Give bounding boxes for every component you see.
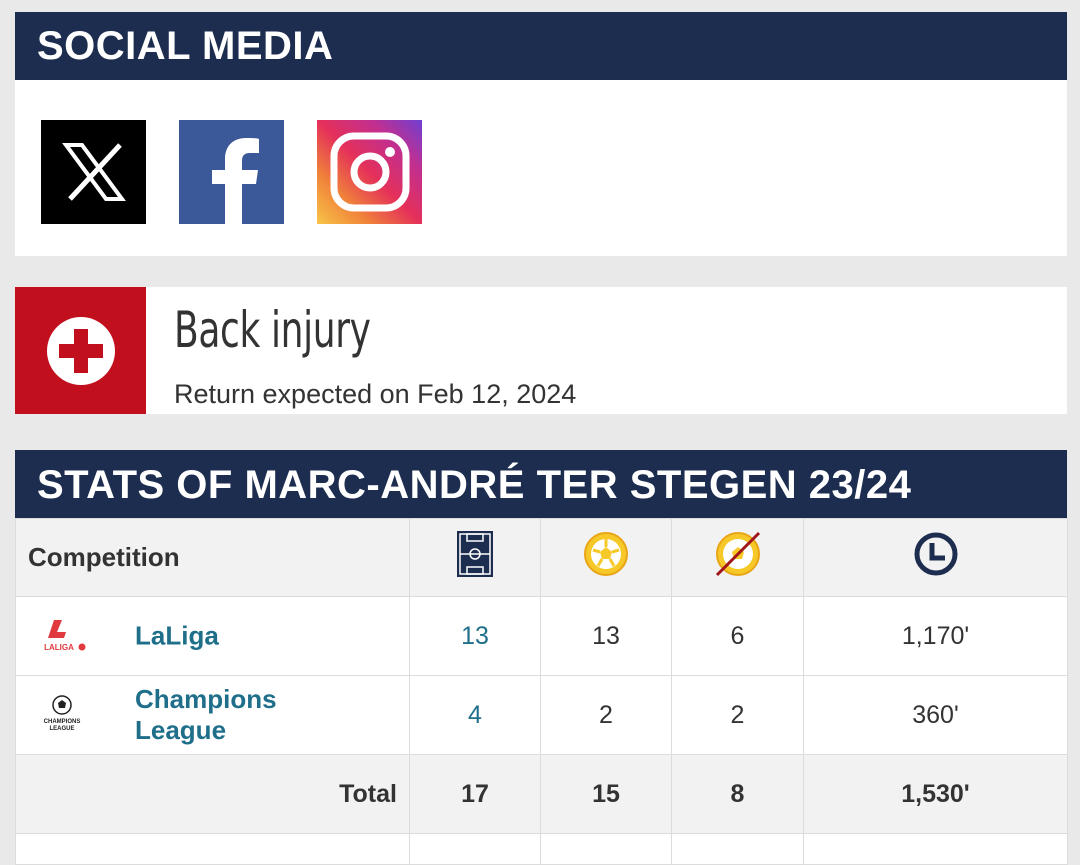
stats-header-row: Competition bbox=[15, 518, 1068, 597]
competition-cell: LALIGA LaLiga bbox=[15, 596, 410, 676]
clean-sheets-value: 2 bbox=[671, 675, 804, 755]
stats-box: STATS OF MARC-ANDRÉ TER STEGEN 23/24 Com… bbox=[15, 450, 1068, 865]
facebook-icon[interactable] bbox=[179, 120, 284, 224]
appearances-value[interactable]: 4 bbox=[409, 675, 541, 755]
competition-header: Competition bbox=[15, 518, 410, 597]
total-label: Total bbox=[15, 754, 410, 834]
total-clean-sheets: 8 bbox=[671, 754, 804, 834]
table-tail-row bbox=[15, 833, 1068, 865]
goals-conceded-value: 13 bbox=[540, 596, 672, 676]
minutes-value: 360' bbox=[803, 675, 1068, 755]
injury-box: Back injury Return expected on Feb 12, 2… bbox=[15, 287, 1067, 414]
x-icon[interactable] bbox=[41, 120, 146, 224]
appearances-header bbox=[409, 518, 541, 597]
laliga-logo-text: LALIGA bbox=[44, 643, 74, 652]
clock-icon bbox=[914, 532, 957, 576]
minutes-value: 1,170' bbox=[803, 596, 1068, 676]
stats-title: STATS OF MARC-ANDRÉ TER STEGEN 23/24 bbox=[15, 450, 1067, 518]
social-media-box: SOCIAL MEDIA bbox=[15, 12, 1067, 256]
social-media-title: SOCIAL MEDIA bbox=[15, 12, 1067, 80]
goals-conceded-header bbox=[540, 518, 672, 597]
minutes-header bbox=[803, 518, 1068, 597]
svg-text:LEAGUE: LEAGUE bbox=[49, 726, 74, 732]
stats-total-row: Total 17 15 8 1,530' bbox=[15, 754, 1068, 834]
stats-row-champions-league[interactable]: CHAMPIONS LEAGUE Champions League 4 2 2 … bbox=[15, 675, 1068, 755]
clean-sheets-value: 6 bbox=[671, 596, 804, 676]
competition-link-champions-league[interactable]: Champions League bbox=[135, 684, 277, 745]
social-icons bbox=[41, 120, 422, 224]
injury-return-date: Return expected on Feb 12, 2024 bbox=[174, 379, 577, 409]
svg-text:CHAMPIONS: CHAMPIONS bbox=[44, 719, 81, 725]
total-minutes: 1,530' bbox=[803, 754, 1068, 834]
total-appearances: 17 bbox=[409, 754, 541, 834]
medical-cross-icon bbox=[46, 316, 115, 385]
goals-conceded-value: 2 bbox=[540, 675, 672, 755]
competition-cell: CHAMPIONS LEAGUE Champions League bbox=[15, 675, 410, 755]
pitch-icon bbox=[457, 531, 493, 577]
competition-link-laliga[interactable]: LaLiga bbox=[135, 620, 219, 651]
clean-sheets-header bbox=[671, 518, 804, 597]
stats-table: Competition bbox=[15, 518, 1068, 865]
instagram-icon[interactable] bbox=[317, 120, 422, 224]
stats-row-laliga[interactable]: LALIGA LaLiga 13 13 6 1,170' bbox=[15, 596, 1068, 676]
appearances-value[interactable]: 13 bbox=[409, 596, 541, 676]
ball-icon bbox=[584, 532, 628, 576]
injury-icon-box bbox=[15, 287, 146, 414]
clean-sheet-icon bbox=[715, 531, 760, 577]
total-goals-conceded: 15 bbox=[540, 754, 672, 834]
injury-title: Back injury bbox=[174, 301, 371, 359]
laliga-logo: LALIGA bbox=[36, 610, 88, 662]
champions-league-logo: CHAMPIONS LEAGUE bbox=[36, 689, 88, 741]
